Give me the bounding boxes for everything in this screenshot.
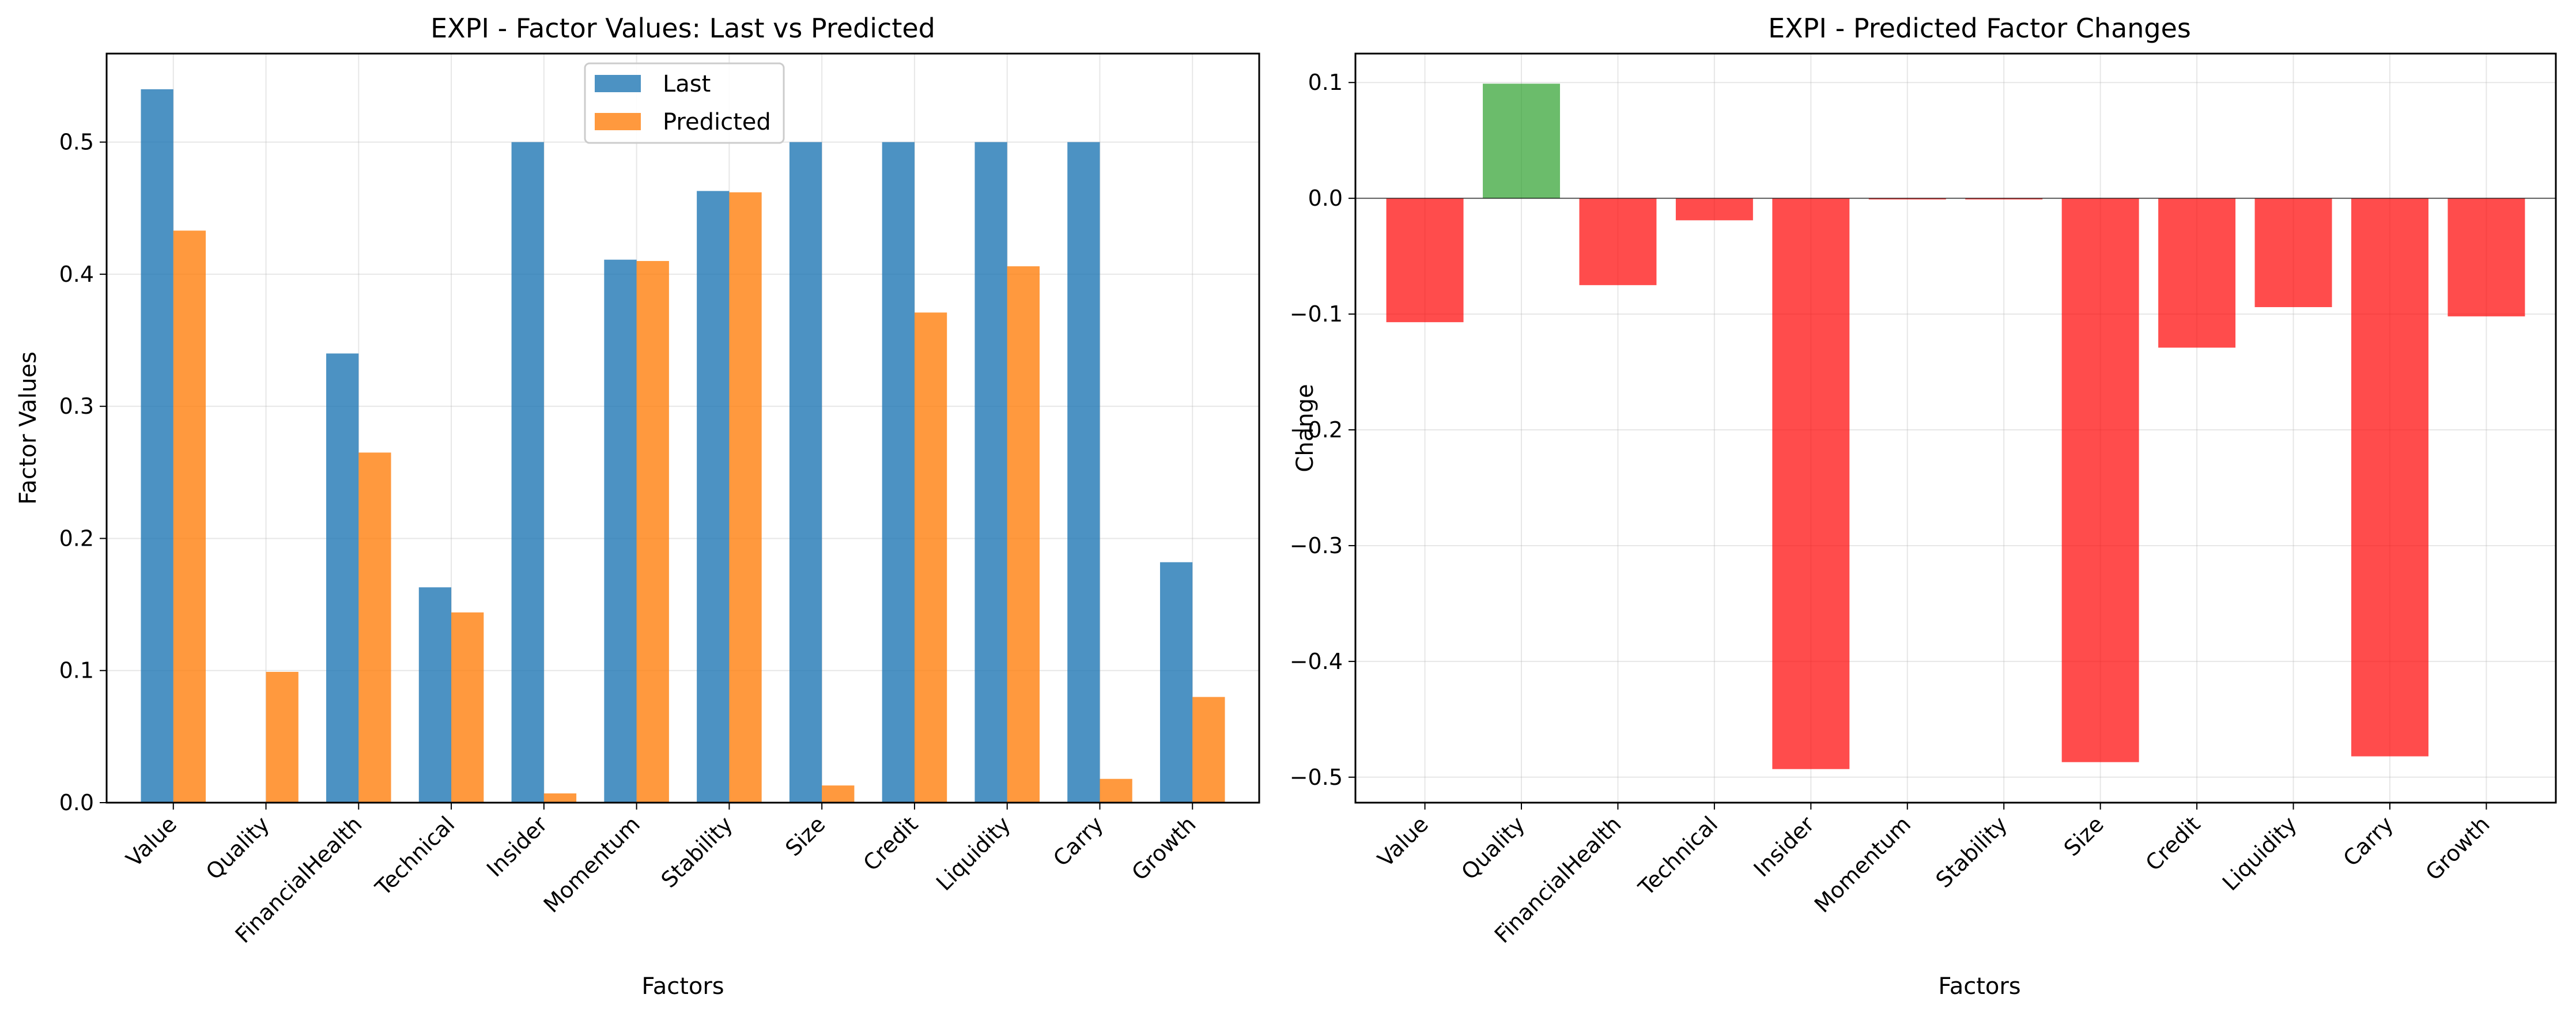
y-tick-label: −0.3 (1290, 533, 1343, 558)
x-tick-label: Quality (1456, 811, 1529, 884)
bar-change-growth (2447, 198, 2525, 317)
y-tick-label: 0.4 (59, 262, 94, 287)
bar-last-momentum (604, 259, 637, 803)
bar-predicted-insider (543, 793, 577, 803)
bars (141, 89, 1225, 803)
bar-predicted-size (822, 785, 855, 803)
x-tick-label: Technical (370, 811, 459, 901)
x-tick-label: Liquidity (931, 811, 1015, 895)
chart-title: EXPI - Factor Values: Last vs Predicted (430, 13, 935, 44)
x-axis-label: Factors (641, 973, 724, 1000)
legend: Last Predicted (584, 62, 785, 144)
bar-last-value (141, 89, 173, 803)
plot-frame (1354, 52, 2557, 804)
bar-last-technical (418, 587, 452, 803)
y-tick-label: 0.0 (59, 790, 94, 815)
bar-last-size (789, 142, 822, 803)
bar-predicted-liquidity (1007, 266, 1040, 803)
bar-last-liquidity (975, 142, 1007, 803)
bars (1386, 84, 2525, 769)
bar-predicted-quality (266, 672, 299, 803)
x-tick-label: Insider (482, 811, 552, 882)
x-tick-label: Value (1373, 811, 1433, 872)
bar-predicted-technical (451, 612, 484, 803)
bar-change-financialhealth (1579, 198, 1657, 285)
y-tick-label: 0.2 (59, 525, 94, 551)
legend-label-predicted: Predicted (663, 109, 771, 135)
bar-change-momentum (1868, 198, 1946, 200)
y-ticks: 0.0 0.1 0.2 0.3 0.4 0.5 (59, 130, 107, 815)
y-tick-label: −0.1 (1290, 301, 1343, 327)
y-tick-label: 0.1 (1308, 70, 1343, 95)
x-tick-label: Insider (1749, 811, 1819, 882)
x-tick-label: Growth (1127, 811, 1200, 885)
y-ticks: 0.1 0.0 −0.1 −0.2 −0.3 −0.4 −0.5 (1290, 70, 1355, 790)
bar-predicted-stability (729, 192, 762, 803)
y-tick-label: 0.5 (59, 130, 94, 155)
bar-predicted-credit (914, 312, 947, 803)
x-tick-label: Carry (2338, 811, 2398, 871)
chart-predicted-changes: EXPI - Predicted Factor Changes 0.1 0.0 −0… (1290, 13, 2557, 1000)
x-tick-label: Carry (1048, 811, 1108, 871)
bar-last-growth (1159, 562, 1193, 803)
chart-factor-values: EXPI - Factor Values: Last vs Predicted … (15, 13, 1260, 1000)
legend-swatch-predicted (595, 113, 641, 130)
bar-predicted-momentum (636, 260, 669, 803)
x-axis-label: Factors (1938, 973, 2020, 1000)
x-tick-label: Size (780, 811, 830, 861)
y-tick-label: 0.1 (59, 658, 94, 683)
bar-last-stability (697, 191, 730, 803)
bar-predicted-financialhealth (358, 452, 391, 803)
bar-change-credit (2158, 198, 2236, 348)
x-tick-label: Liquidity (2218, 811, 2302, 895)
x-tick-label: Momentum (539, 811, 645, 917)
x-tick-label: Credit (858, 811, 923, 876)
y-tick-label: −0.4 (1290, 649, 1343, 674)
bar-last-financialhealth (326, 353, 359, 803)
bar-change-value (1386, 198, 1464, 323)
x-tick-label: Technical (1633, 811, 1723, 901)
x-tick-label: Stability (1931, 811, 2012, 893)
bar-change-insider (1772, 198, 1850, 769)
x-tick-label: Stability (656, 811, 738, 893)
x-tick-label: Size (2059, 811, 2109, 861)
x-tick-label: Credit (2141, 811, 2205, 876)
bar-last-insider (511, 142, 544, 803)
bar-predicted-carry (1100, 778, 1132, 803)
bar-predicted-growth (1192, 697, 1225, 803)
bar-last-carry (1067, 142, 1100, 803)
x-tick-label: Growth (2420, 811, 2494, 885)
bar-change-size (2061, 198, 2139, 762)
y-tick-label: 0.3 (59, 394, 94, 419)
y-axis-label: Change (1292, 384, 1319, 472)
chart-title: EXPI - Predicted Factor Changes (1768, 13, 2191, 44)
y-axis-label: Factor Values (15, 351, 41, 505)
plot-frame (105, 52, 1260, 804)
bar-change-quality (1483, 84, 1560, 199)
x-tick-label: Quality (201, 811, 274, 884)
x-tick-label: Value (121, 811, 182, 872)
legend-label-last: Last (663, 71, 711, 97)
bar-change-carry (2351, 198, 2428, 757)
legend-swatch-last (595, 75, 641, 92)
y-tick-label: 0.0 (1308, 186, 1343, 211)
bar-change-stability (1965, 198, 2043, 200)
y-tick-label: −0.2 (1290, 417, 1343, 443)
y-tick-label: −0.5 (1290, 765, 1343, 790)
bar-change-liquidity (2254, 198, 2332, 308)
bar-change-technical (1675, 198, 1753, 221)
x-tick-label: Momentum (1810, 811, 1916, 917)
bar-predicted-value (173, 230, 206, 803)
bar-last-credit (882, 142, 915, 803)
